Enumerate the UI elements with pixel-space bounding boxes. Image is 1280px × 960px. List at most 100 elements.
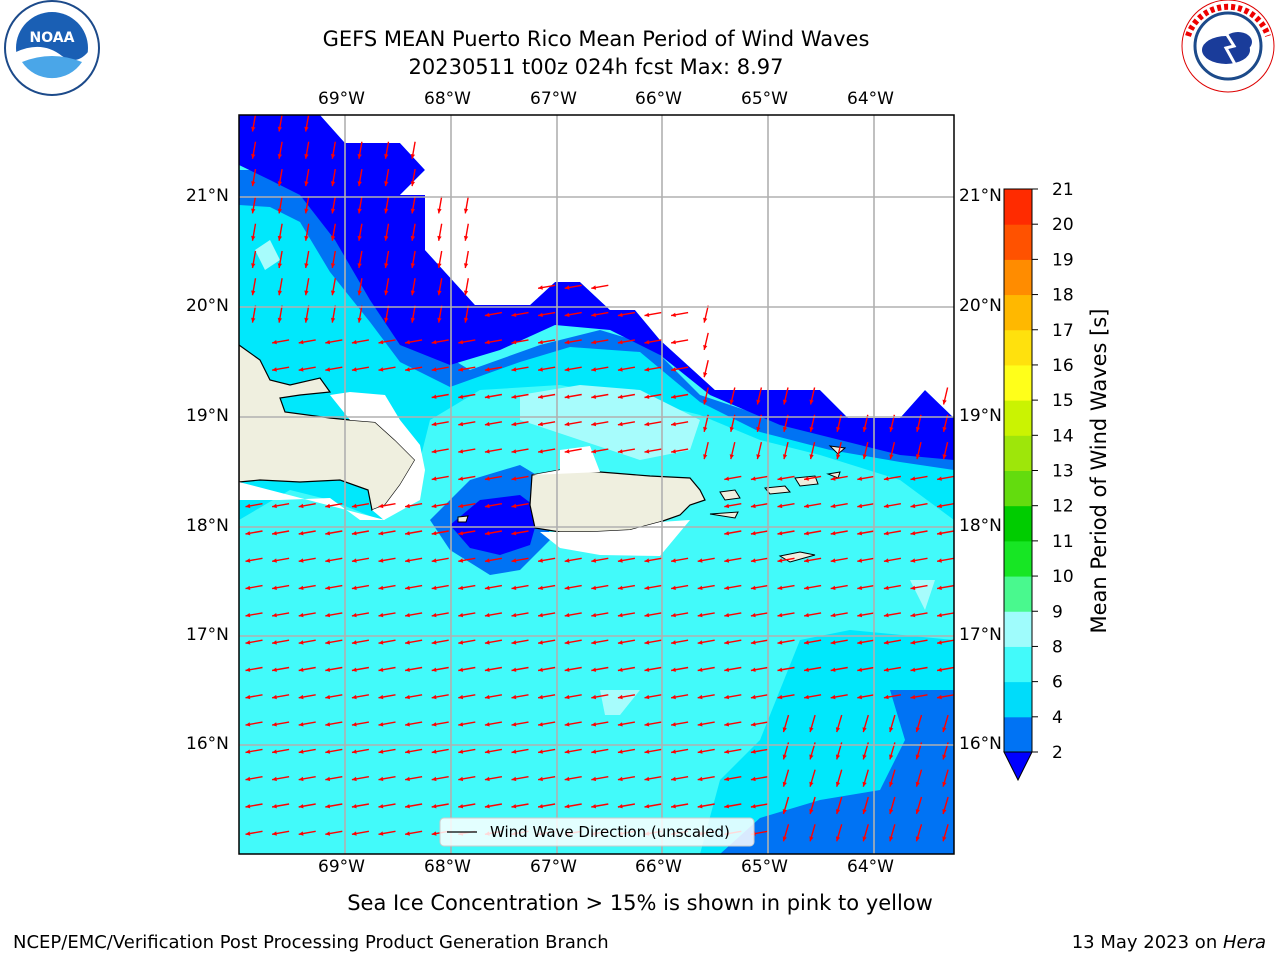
wind-arrow-head	[357, 290, 362, 296]
wind-arrow-head	[937, 613, 942, 618]
wind-arrow-head	[724, 558, 730, 563]
wind-arrow-head	[431, 804, 437, 809]
wind-arrow-head	[325, 694, 331, 700]
wind-arrow-head	[511, 804, 517, 809]
wind-arrow-head	[458, 776, 464, 782]
lat-tick-label: 18°N	[959, 516, 1002, 536]
field-under-mona	[450, 495, 540, 555]
wind-arrow-head	[756, 454, 761, 460]
wind-arrow-head	[405, 776, 410, 782]
colorbar-under-extension	[1003, 751, 1033, 782]
lon-tick-label: 69°W	[318, 89, 365, 109]
wind-arrow-head	[591, 585, 597, 590]
colorbar-tick-label: 9	[1052, 602, 1063, 622]
wind-arrow-head	[564, 694, 570, 700]
wind-arrow-head	[458, 722, 464, 727]
wind-arrow-head	[617, 449, 623, 454]
wind-arrow-head	[351, 503, 357, 509]
wind-arrow-head	[937, 667, 942, 672]
wind-arrow-head	[777, 503, 783, 509]
wind-arrow-head	[251, 290, 256, 296]
wind-arrow-head	[889, 426, 894, 432]
wind-arrow-head	[777, 667, 783, 672]
wind-arrow-head	[378, 585, 384, 590]
wind-arrow-head	[357, 263, 362, 268]
wind-arrow-head	[384, 181, 389, 187]
wind-arrow-head	[564, 640, 570, 645]
wind-arrow-head	[458, 640, 464, 645]
wind-arrow-head	[809, 781, 814, 787]
wind-arrow-head	[538, 694, 543, 700]
wind-arrow-head	[298, 776, 304, 782]
wind-arrow-head	[410, 208, 415, 214]
wind-arrow-head	[937, 558, 942, 563]
wind-arrow-head	[251, 208, 256, 214]
wind-arrow-head	[272, 831, 277, 836]
colorbar-segment	[1004, 681, 1032, 718]
wind-arrow-head	[511, 531, 517, 536]
wind-arrow-head	[410, 263, 415, 268]
wind-arrow-head	[272, 613, 277, 618]
wind-arrow-head	[591, 722, 597, 727]
wind-arrow-head	[325, 585, 331, 590]
colorbar-tick-label: 4	[1052, 708, 1063, 728]
wind-arrow-head	[351, 694, 357, 700]
wind-arrow-head	[298, 831, 304, 836]
wind-arrow-head	[431, 503, 437, 509]
wind-arrow-head	[883, 640, 889, 645]
wind-arrow-head	[384, 208, 389, 214]
wind-arrow-head	[697, 694, 703, 700]
wind-arrow-head	[809, 754, 814, 760]
wind-arrow-head	[915, 754, 920, 760]
wind-arrow-head	[538, 449, 543, 454]
wind-arrow-head	[351, 640, 357, 645]
wind-arrow-head	[245, 640, 251, 645]
wind-arrow-head	[937, 531, 942, 536]
wind-arrow-head	[591, 449, 597, 454]
wind-arrow-head	[862, 754, 867, 760]
wind-arrow-head	[330, 263, 336, 268]
wind-arrow-head	[511, 394, 517, 399]
wind-arrow-head	[431, 449, 437, 454]
wind-arrow-head	[405, 722, 410, 727]
wind-arrow-head	[384, 263, 389, 268]
wind-arrow-head	[245, 694, 251, 700]
wind-arrow-head	[644, 585, 650, 590]
wind-arrow-head	[511, 340, 517, 345]
wind-arrow-head	[325, 503, 331, 509]
wind-arrow-head	[511, 694, 517, 700]
wind-arrow-head	[671, 421, 676, 427]
wind-arrow-head	[830, 503, 836, 509]
wind-arrow-head	[484, 312, 490, 317]
wind-arrow-head	[937, 694, 942, 700]
wind-arrow-head	[671, 667, 676, 672]
colorbar-tick-label: 17	[1052, 321, 1074, 341]
wind-arrow-head	[357, 208, 362, 214]
lon-tick-label: 66°W	[635, 89, 682, 109]
field-4-6-north	[239, 200, 954, 520]
wind-arrow-head	[325, 722, 331, 727]
wind-arrow-head	[617, 613, 623, 618]
wind-arrow-head	[272, 585, 277, 590]
wind-arrow-head	[251, 154, 256, 159]
wind-arrow-head	[782, 781, 787, 787]
wind-arrow-head	[431, 776, 437, 782]
wind-arrow-head	[644, 421, 650, 427]
wind-arrow-head	[729, 399, 734, 405]
wind-arrow-head	[410, 290, 415, 296]
wind-arrow-head	[564, 394, 570, 399]
wind-arrow-head	[298, 640, 304, 645]
wind-arrow-head	[484, 749, 490, 754]
wind-arrow-head	[830, 640, 836, 645]
wind-arrow-head	[357, 235, 362, 241]
field-under-north	[239, 115, 954, 460]
graticule	[239, 115, 954, 854]
sea-ice-note: Sea Ice Concentration > 15% is shown in …	[347, 891, 933, 915]
lon-tick-label: 65°W	[741, 857, 788, 877]
wind-arrow-head	[405, 503, 410, 509]
wind-arrow-head	[857, 558, 863, 563]
wind-arrow-head	[304, 317, 309, 323]
colorbar-tick-label: 13	[1052, 462, 1074, 482]
wind-arrow-head	[883, 558, 889, 563]
wind-arrow-head	[617, 667, 623, 672]
